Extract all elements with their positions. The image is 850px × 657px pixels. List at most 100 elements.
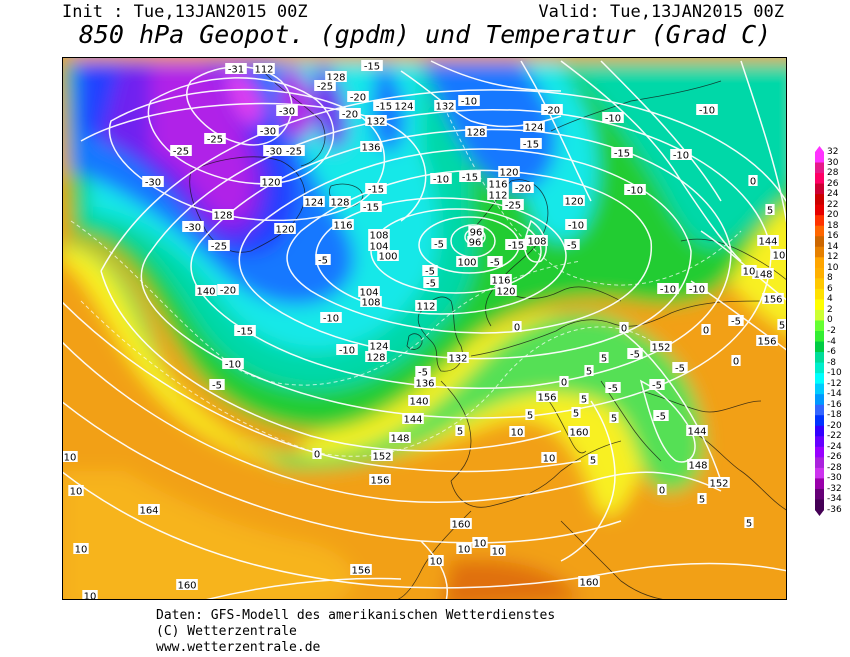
legend-tick-label: 30 xyxy=(827,157,839,168)
temp-label-text: 10 xyxy=(64,453,77,464)
temp-label: -30 xyxy=(263,145,285,158)
legend-tick-label: 28 xyxy=(827,168,839,179)
height-label: 132 xyxy=(365,115,387,128)
temp-label-bg xyxy=(487,256,503,267)
temp-label: 5 xyxy=(599,352,609,365)
height-label-bg xyxy=(687,459,709,470)
temp-label-text: -20 xyxy=(350,93,366,104)
height-label-text: 156 xyxy=(757,337,776,348)
height-label-bg xyxy=(757,235,779,246)
temp-label: 10 xyxy=(472,537,488,550)
height-label-text: 120 xyxy=(496,287,515,298)
height-label: 128 xyxy=(465,126,487,139)
temp-label-bg xyxy=(68,485,84,496)
legend-tick-label: -34 xyxy=(827,494,842,505)
height-label-text: 96 xyxy=(470,228,483,239)
height-label-text: 136 xyxy=(361,143,380,154)
legend-tick-label: -12 xyxy=(827,378,842,389)
temp-label-bg xyxy=(697,493,707,504)
temp-label: -20 xyxy=(347,91,369,104)
temp-label-bg xyxy=(520,138,542,149)
temp-label: -5 xyxy=(728,315,744,328)
legend-tick-label: 8 xyxy=(827,273,833,284)
temp-label-bg xyxy=(320,312,342,323)
height-label-bg xyxy=(393,100,415,111)
height-label: 100 xyxy=(456,256,478,269)
temp-label-text: 10 xyxy=(492,547,505,558)
temp-label-text: -15 xyxy=(364,62,380,73)
height-label-text: 116 xyxy=(491,276,510,287)
temp-label-bg xyxy=(564,239,580,250)
valid-time: Valid: Tue,13JAN2015 00Z xyxy=(538,2,784,22)
temp-label-text: 5 xyxy=(779,321,785,332)
legend-tick-label: 18 xyxy=(827,220,839,231)
height-label-text: 132 xyxy=(448,354,467,365)
legend-swatch xyxy=(815,309,824,321)
height-label: 116 xyxy=(487,178,509,191)
height-label-bg xyxy=(762,293,784,304)
temp-label-bg xyxy=(602,112,624,123)
temp-label-text: 0 xyxy=(703,326,709,337)
temp-label: 10 xyxy=(541,452,557,465)
height-label-text: 124 xyxy=(524,123,543,134)
legend-tick-label: -10 xyxy=(827,368,842,379)
temp-label-text: -5 xyxy=(675,364,685,375)
temp-label-text: 5 xyxy=(767,206,773,217)
height-label-bg xyxy=(408,395,430,406)
temp-label: 10 xyxy=(82,590,98,599)
temp-label-bg xyxy=(415,366,431,377)
height-label-text: 144 xyxy=(758,237,777,248)
legend-swatch xyxy=(815,404,824,416)
temp-label: -5 xyxy=(487,256,503,269)
legend-swatch xyxy=(815,373,824,385)
temp-label-text: -15 xyxy=(523,140,539,151)
temp-label-bg xyxy=(502,199,524,210)
temp-label-bg xyxy=(73,543,89,554)
temp-label-bg xyxy=(670,149,692,160)
height-label-bg xyxy=(368,240,390,251)
height-label-bg xyxy=(490,274,512,285)
height-label-bg xyxy=(450,518,472,529)
temp-label: -5 xyxy=(564,239,580,252)
height-label-text: 144 xyxy=(687,427,706,438)
temp-label: 10 xyxy=(741,265,757,278)
height-label-text: 144 xyxy=(403,415,422,426)
temp-label-bg xyxy=(361,60,383,71)
height-label: 96 xyxy=(468,226,484,239)
temp-label-bg xyxy=(588,454,598,465)
height-label-bg xyxy=(498,166,520,177)
height-label-text: 160 xyxy=(579,578,598,589)
temp-label-text: -15 xyxy=(462,173,478,184)
temp-label: -25 xyxy=(170,145,192,158)
website-link[interactable]: www.wetterzentrale.de xyxy=(156,640,321,655)
map-title: 850 hPa Geopot. (gpdm) und Temperatur (G… xyxy=(78,20,772,49)
height-label-bg xyxy=(752,268,774,279)
temp-label-bg xyxy=(472,537,488,548)
temp-label-bg xyxy=(170,145,192,156)
height-label-text: 100 xyxy=(378,252,397,263)
temp-label-bg xyxy=(657,283,679,294)
height-label: 140 xyxy=(408,395,430,408)
temp-label-text: -10 xyxy=(660,285,676,296)
temp-label-bg xyxy=(312,448,322,459)
height-label: 156 xyxy=(762,293,784,306)
temp-label-text: 5 xyxy=(590,456,596,467)
temp-label: -15 xyxy=(520,138,542,151)
height-label-bg xyxy=(195,285,217,296)
legend-swatch xyxy=(815,173,824,185)
height-label-bg xyxy=(360,141,382,152)
temp-label-bg xyxy=(565,219,587,230)
temp-label-bg xyxy=(777,319,786,330)
legend-swatch xyxy=(815,331,824,343)
temp-label: -10 xyxy=(430,173,452,186)
legend-tick-label: -2 xyxy=(827,326,836,336)
temp-label-text: -10 xyxy=(605,114,621,125)
height-label-text: 156 xyxy=(537,393,556,404)
height-label-bg xyxy=(368,229,390,240)
temp-label-text: -5 xyxy=(652,381,662,392)
height-label: 152 xyxy=(708,477,730,490)
temp-label-bg xyxy=(209,379,225,390)
legend-arrow-down xyxy=(815,510,824,516)
temp-label-bg xyxy=(627,348,643,359)
